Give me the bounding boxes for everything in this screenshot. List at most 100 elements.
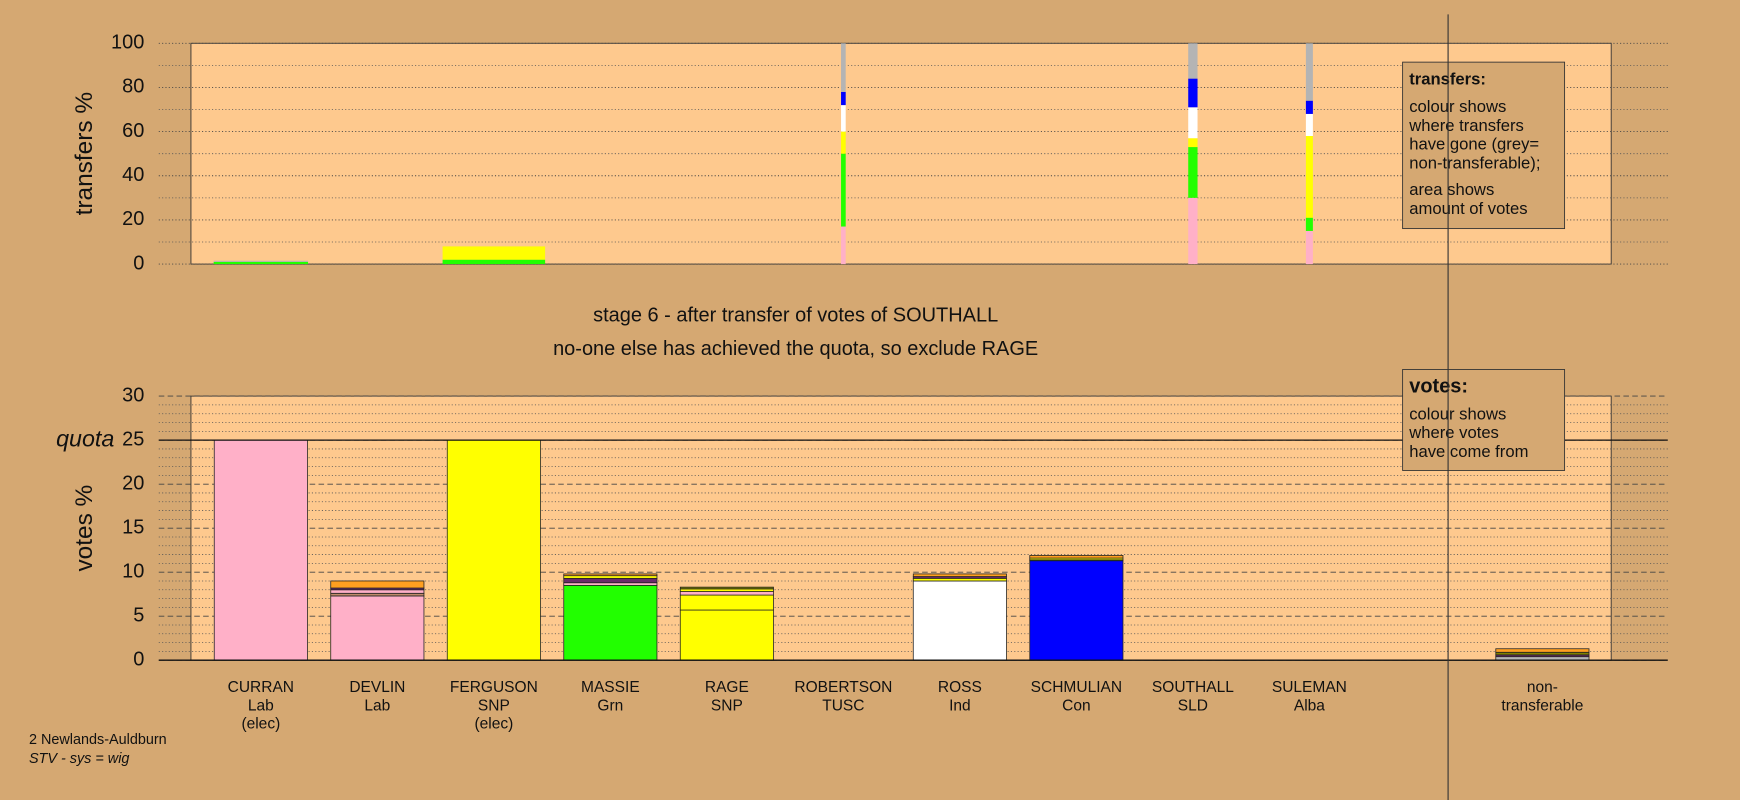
y-tick-label: 0 [133, 648, 144, 670]
y-tick-label: 60 [122, 120, 144, 142]
chart-subtitle: no-one else has achieved the quota, so e… [553, 338, 1038, 360]
legend-box [1402, 61, 1566, 230]
y-tick-label: 100 [111, 32, 144, 54]
transfer-segment [1305, 217, 1313, 231]
vote-segment [446, 439, 541, 661]
transfer-segment [841, 226, 846, 265]
x-tick-label: SOUTHALL [1152, 679, 1234, 696]
vote-segment [330, 595, 425, 661]
vote-segment [679, 609, 774, 661]
legend-text: area shows [1409, 180, 1494, 199]
transfer-segment [213, 261, 309, 265]
legend-text: where transfers [1408, 116, 1524, 135]
vote-segment [330, 589, 425, 594]
vote-segment [563, 573, 658, 577]
x-tick-label: Ind [949, 697, 971, 714]
y-tick-label: 30 [122, 384, 144, 406]
x-tick-label: FERGUSON [450, 679, 538, 696]
y-tick-label: 25 [122, 428, 144, 450]
vote-segment [912, 580, 1007, 661]
x-tick-label: (elec) [474, 716, 513, 733]
transfer-segment [1188, 107, 1198, 139]
y-tick-label: 0 [133, 252, 144, 274]
transfer-segment [1188, 147, 1198, 198]
x-tick-label: MASSIE [581, 679, 640, 696]
transfer-segment [1305, 43, 1313, 101]
x-tick-label: Lab [364, 697, 390, 714]
x-tick-label: ROBERTSON [794, 679, 892, 696]
x-tick-label: (elec) [241, 716, 280, 733]
vote-segment [1495, 648, 1590, 653]
x-tick-label: SNP [478, 697, 510, 714]
transfer-segment [1188, 197, 1198, 265]
legend-text: non-transferable); [1409, 154, 1540, 173]
x-tick-label: RAGE [705, 679, 749, 696]
x-tick-label: TUSC [822, 697, 864, 714]
y-axis-title: transfers % [71, 92, 98, 215]
transfer-segment [1305, 230, 1313, 265]
legend-text: where votes [1408, 423, 1499, 442]
transfer-segment [1305, 113, 1313, 137]
chart-title: stage 6 - after transfer of votes of SOU… [593, 305, 998, 327]
vote-segment [912, 577, 1007, 582]
y-tick-label: 80 [122, 76, 144, 98]
x-tick-label: DEVLIN [349, 679, 405, 696]
legend-text: have gone (grey= [1409, 135, 1539, 154]
x-tick-label: transferable [1501, 697, 1583, 714]
x-tick-label: SNP [711, 697, 743, 714]
vote-segment [563, 575, 658, 579]
vote-segment [563, 577, 658, 584]
x-tick-label: SULEMAN [1272, 679, 1347, 696]
y-tick-label: 20 [122, 208, 144, 230]
x-tick-label: ROSS [938, 679, 982, 696]
legend-text: colour shows [1409, 404, 1506, 423]
vote-segment [1029, 560, 1124, 661]
y-tick-label: 20 [122, 472, 144, 494]
transfer-segment [841, 153, 846, 227]
x-tick-label: CURRAN [228, 679, 294, 696]
transfer-segment [442, 246, 546, 260]
vote-segment [679, 586, 774, 590]
transfer-segment [442, 259, 546, 265]
legend-box [1402, 369, 1566, 471]
transfer-segment [1305, 136, 1313, 218]
footer-text: STV - sys = wig [29, 751, 129, 767]
vote-segment [330, 580, 425, 589]
transfer-segment [841, 131, 846, 154]
x-tick-label: Alba [1294, 697, 1325, 714]
legend-text: have come from [1409, 442, 1528, 461]
vote-segment [679, 588, 774, 592]
x-tick-label: non- [1527, 679, 1558, 696]
transfer-segment [841, 43, 846, 92]
transfer-segment [841, 105, 846, 132]
vote-segment [1495, 651, 1590, 656]
legend-text: colour shows [1409, 97, 1506, 116]
x-tick-label: SCHMULIAN [1031, 679, 1122, 696]
y-tick-label: 40 [122, 164, 144, 186]
transfer-segment [1188, 43, 1198, 79]
vote-segment [912, 573, 1007, 577]
quota-label: quota [56, 425, 114, 451]
vote-segment [213, 439, 308, 661]
y-tick-label: 5 [133, 604, 144, 626]
x-tick-label: Grn [597, 697, 623, 714]
vote-segment [679, 591, 774, 596]
y-axis-title: votes % [71, 485, 98, 572]
x-tick-label: SLD [1178, 697, 1208, 714]
transfer-segment [841, 91, 846, 106]
vote-segment [563, 582, 658, 586]
x-tick-label: Con [1062, 697, 1090, 714]
transfer-segment [1188, 138, 1198, 148]
footer-text: 2 Newlands-Auldburn [29, 732, 167, 748]
transfer-segment [213, 260, 309, 262]
y-tick-label: 10 [122, 560, 144, 582]
vote-segment [330, 592, 425, 597]
transfer-segment [1188, 78, 1198, 108]
transfer-segment [1305, 100, 1313, 114]
y-tick-label: 15 [122, 516, 144, 538]
x-tick-label: Lab [248, 697, 274, 714]
legend-title: votes: [1409, 376, 1468, 398]
vote-segment [679, 594, 774, 611]
